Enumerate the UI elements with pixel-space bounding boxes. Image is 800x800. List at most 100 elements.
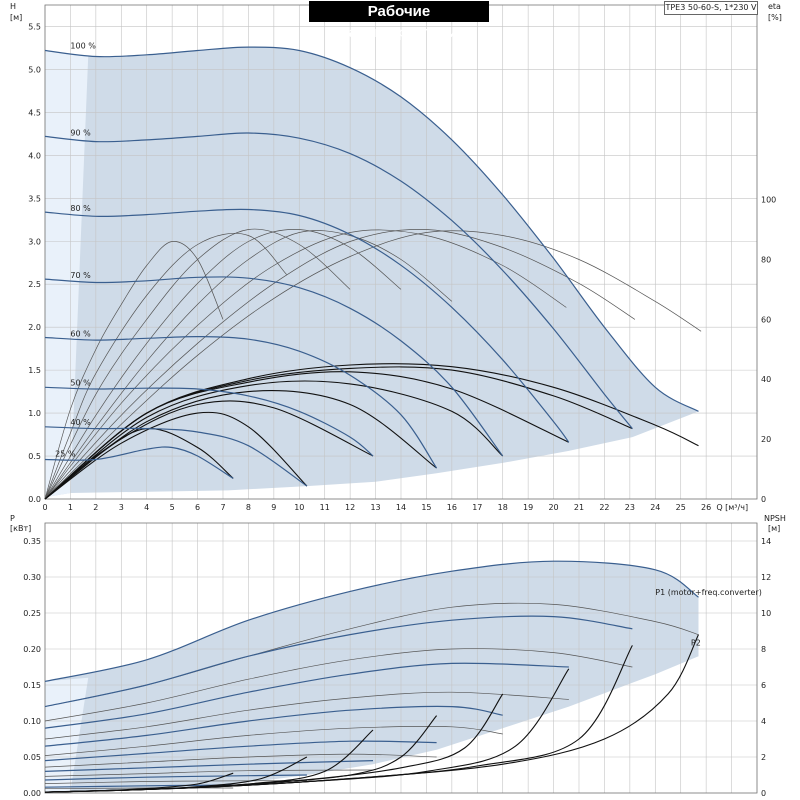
x-tick-label: 7 bbox=[220, 503, 225, 512]
y2-tick-label: 80 bbox=[761, 255, 771, 264]
y-tick-label: 0.0 bbox=[28, 495, 41, 504]
efficiency-curve bbox=[44, 230, 453, 500]
efficiency-curve bbox=[44, 230, 702, 500]
efficiency-curve bbox=[44, 229, 567, 500]
p2-curve bbox=[44, 753, 437, 768]
y-tick-label: 1.5 bbox=[28, 366, 41, 375]
efficiency-curve bbox=[44, 233, 287, 500]
x-tick-label: 24 bbox=[650, 503, 660, 512]
p2-series-label: P2 bbox=[691, 638, 701, 647]
speed-label: 60 % bbox=[70, 329, 91, 338]
x-tick-label: 26 bbox=[701, 503, 711, 512]
y-tick-label: 2.0 bbox=[28, 323, 41, 332]
efficiency-curve bbox=[44, 229, 636, 500]
speed-label: 100 % bbox=[70, 42, 96, 51]
x-tick-label: 9 bbox=[271, 503, 276, 512]
envelope-min-region bbox=[45, 50, 89, 498]
p1-curve bbox=[44, 705, 503, 747]
x-tick-label: 0 bbox=[42, 503, 47, 512]
x-tick-label: 20 bbox=[548, 503, 558, 512]
power-envelope-min-region bbox=[45, 677, 89, 793]
x-tick-label: 5 bbox=[170, 503, 175, 512]
y-tick-label: 2.5 bbox=[28, 280, 41, 289]
y2-axis-label: NPSH bbox=[764, 514, 786, 523]
p2-curve bbox=[44, 691, 569, 740]
plot-frame bbox=[44, 522, 758, 794]
power-grid bbox=[44, 522, 758, 794]
p1-curve bbox=[44, 760, 374, 772]
x-tick-label: 11 bbox=[320, 503, 330, 512]
p1-curve bbox=[44, 662, 569, 729]
speed-label: 40 % bbox=[70, 418, 91, 427]
y2-tick-label: 14 bbox=[761, 537, 771, 546]
x-tick-label: 23 bbox=[625, 503, 635, 512]
x-tick-label: 13 bbox=[370, 503, 380, 512]
speed-label: 25 % bbox=[55, 450, 76, 459]
y2-tick-label: 100 bbox=[761, 196, 776, 205]
y-tick-label: 0.00 bbox=[23, 789, 41, 798]
y-tick-label: 0.10 bbox=[23, 717, 41, 726]
x-tick-label: 8 bbox=[246, 503, 251, 512]
y-tick-label: 0.25 bbox=[23, 609, 41, 618]
speed-curve bbox=[44, 446, 234, 479]
y2-tick-label: 60 bbox=[761, 315, 771, 324]
y-axis-label: H bbox=[10, 2, 16, 11]
y-tick-label: 0.30 bbox=[23, 573, 41, 582]
speed-label: 70 % bbox=[70, 271, 91, 280]
y-tick-label: 1.0 bbox=[28, 409, 41, 418]
dark-performance-curve bbox=[44, 363, 699, 500]
p2-curve bbox=[44, 726, 503, 756]
y-axis-label: P bbox=[10, 514, 15, 523]
speed-curve bbox=[44, 335, 438, 469]
x-tick-label: 19 bbox=[523, 503, 533, 512]
y2-tick-label: 0 bbox=[761, 789, 766, 798]
head-grid bbox=[44, 4, 758, 500]
y-axis-unit: [кВт] bbox=[10, 524, 31, 533]
x-tick-label: 2 bbox=[93, 503, 98, 512]
chart-title: Рабочие характеристики bbox=[309, 1, 489, 41]
y2-tick-label: 0 bbox=[761, 495, 766, 504]
y2-tick-label: 8 bbox=[761, 645, 766, 654]
speed-curve bbox=[44, 132, 633, 429]
npsh-curve bbox=[44, 634, 699, 793]
speed-curve bbox=[44, 426, 308, 487]
y-tick-label: 5.0 bbox=[28, 65, 41, 74]
speed-label: 50 % bbox=[70, 378, 91, 387]
y-tick-label: 3.5 bbox=[28, 194, 41, 203]
x-tick-label: 1 bbox=[68, 503, 73, 512]
y2-tick-label: 12 bbox=[761, 573, 771, 582]
y-tick-label: 0.5 bbox=[28, 452, 41, 461]
p1-series-label: P1 (motor+freq.converter) bbox=[655, 588, 762, 597]
y-tick-label: 0.15 bbox=[23, 681, 41, 690]
dark-performance-curve bbox=[44, 411, 308, 500]
x-tick-label: 16 bbox=[447, 503, 457, 512]
p1-curve bbox=[44, 740, 437, 762]
dark-performance-curve bbox=[44, 390, 437, 500]
x-tick-label: 12 bbox=[345, 503, 355, 512]
x-tick-label: 25 bbox=[676, 503, 686, 512]
x-tick-label: 3 bbox=[119, 503, 124, 512]
p1-curve bbox=[44, 615, 633, 708]
y2-tick-label: 4 bbox=[761, 717, 766, 726]
x-tick-label: 10 bbox=[294, 503, 304, 512]
y-tick-label: 0.35 bbox=[23, 537, 41, 546]
y-tick-label: 3.0 bbox=[28, 237, 41, 246]
y2-axis-unit: [%] bbox=[768, 13, 782, 22]
y2-axis-unit: [м] bbox=[768, 524, 780, 533]
x-tick-label: 21 bbox=[574, 503, 584, 512]
efficiency-curve bbox=[44, 228, 351, 500]
y-tick-label: 0.20 bbox=[23, 645, 41, 654]
operating-envelope bbox=[45, 47, 699, 498]
p1-curve bbox=[44, 774, 307, 781]
y2-axis-label: eta bbox=[768, 2, 781, 11]
pump-model-label: TPE3 50-60-S, 1*230 V bbox=[664, 1, 758, 15]
dark-performance-curve bbox=[44, 380, 504, 500]
speed-curve bbox=[44, 386, 374, 457]
x-tick-label: 6 bbox=[195, 503, 200, 512]
p2-curve bbox=[44, 780, 307, 784]
speed-curve bbox=[44, 276, 504, 457]
efficiency-curve bbox=[44, 241, 224, 500]
speed-label: 80 % bbox=[70, 204, 91, 213]
x-tick-label: 15 bbox=[421, 503, 431, 512]
p2-curve bbox=[44, 769, 374, 777]
